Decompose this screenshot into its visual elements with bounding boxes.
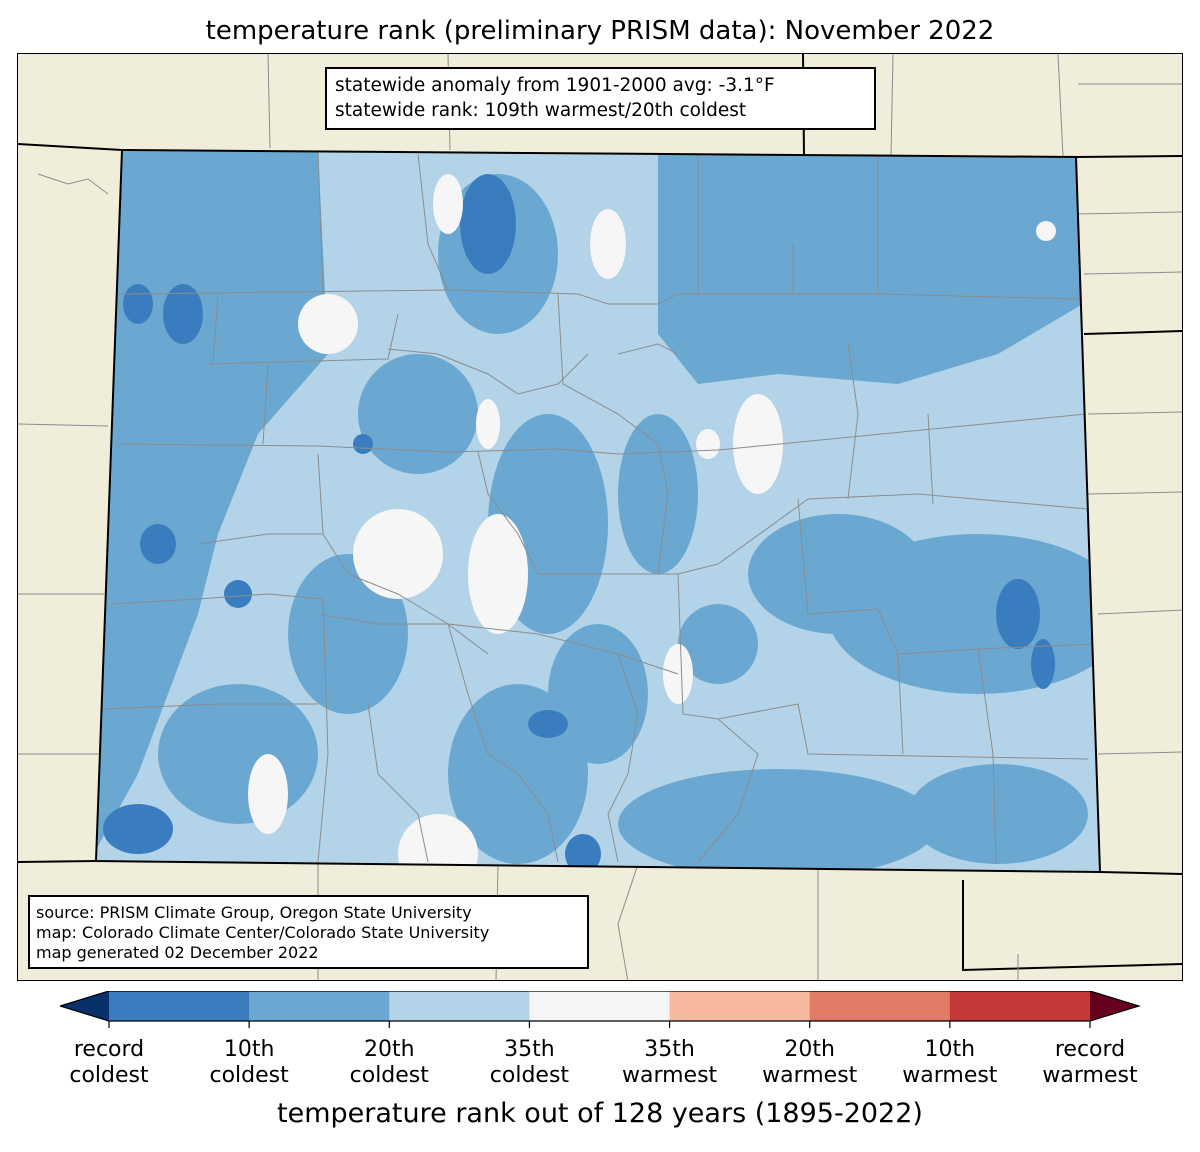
colorbar-segment: [249, 991, 390, 1021]
map-generated-line: map generated 02 December 2022: [36, 943, 319, 962]
colorbar-tick-label: 20th warmest: [735, 1037, 885, 1089]
tick-label-line: 35th: [504, 1037, 555, 1062]
colorbar-outline: [60, 991, 1141, 1022]
tick-label-line: 20th: [363, 1037, 415, 1062]
tick-label-line: 35th: [644, 1037, 695, 1062]
colorbar-tick-label: 10th warmest: [875, 1037, 1025, 1089]
tick-label-line: 20th: [784, 1037, 835, 1062]
tick-label-line: coldest: [349, 1063, 429, 1088]
tick-label-line: coldest: [69, 1063, 149, 1088]
tick-label-line: warmest: [621, 1063, 718, 1088]
tick-label-line: warmest: [762, 1063, 858, 1088]
colorbar-tick-label: record warmest: [1015, 1037, 1165, 1089]
colorbar: [60, 991, 1141, 1028]
tick-label-line: record: [73, 1037, 145, 1062]
tick-label-line: 10th: [924, 1037, 976, 1062]
colorbar-segment: [809, 991, 951, 1021]
colorbar-tick-label: 35th warmest: [595, 1037, 745, 1089]
map-title: temperature rank (preliminary PRISM data…: [205, 16, 995, 46]
tick-label-line: record: [1054, 1037, 1126, 1062]
tick-label-line: warmest: [902, 1063, 998, 1088]
colorbar-segment: [389, 991, 530, 1021]
colorbar-segment: [669, 991, 811, 1021]
colorbar-segment: [109, 991, 250, 1021]
colorbar-title: temperature rank out of 128 years (1895-…: [277, 1098, 923, 1129]
tick-label-line: coldest: [209, 1063, 289, 1088]
colorbar-tick-label: record coldest: [34, 1037, 184, 1089]
colorbar-tick-label: 10th coldest: [174, 1037, 324, 1089]
source-line: source: PRISM Climate Group, Oregon Stat…: [36, 903, 472, 922]
map-panel: [17, 53, 1183, 981]
colorbar-tick-label: 20th coldest: [314, 1037, 464, 1089]
map-credit-line: map: Colorado Climate Center/Colorado St…: [36, 923, 490, 942]
tick-label-line: coldest: [489, 1063, 570, 1088]
rank-field: [96, 150, 1100, 872]
source-box: source: PRISM Climate Group, Oregon Stat…: [28, 895, 589, 969]
colorbar-tick-label: 35th coldest: [454, 1037, 604, 1089]
statewide-info-box: statewide anomaly from 1901-2000 avg: -3…: [325, 67, 876, 130]
tick-label-line: warmest: [1042, 1063, 1138, 1088]
colorbar-under-arrow: [60, 991, 109, 1021]
colorado-map: [18, 54, 1182, 980]
statewide-rank: statewide rank: 109th warmest/20th colde…: [335, 100, 747, 121]
tick-label-line: 10th: [223, 1037, 275, 1062]
colorbar-segment: [949, 991, 1091, 1021]
colorbar-segment: [529, 991, 671, 1021]
colorbar-over-arrow: [1090, 991, 1139, 1021]
colorado-border: [94, 148, 1102, 874]
statewide-anomaly: statewide anomaly from 1901-2000 avg: -3…: [335, 75, 775, 96]
